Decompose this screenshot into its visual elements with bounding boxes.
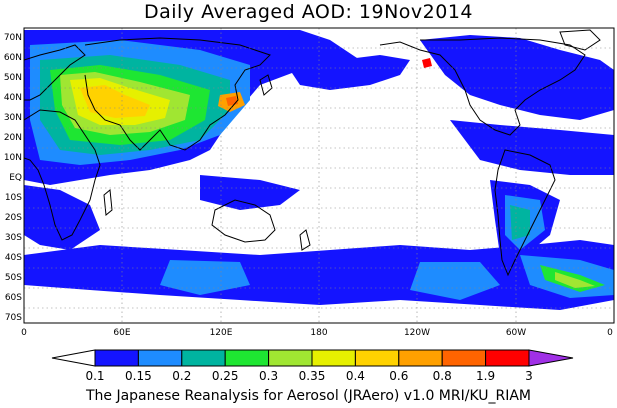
- legend-color-box: [354, 349, 400, 367]
- lat-label: 10S: [5, 193, 22, 203]
- legend-level-label: 0.1: [85, 369, 104, 383]
- legend-color-box: [94, 349, 139, 367]
- aod-band-south-africa: [24, 185, 100, 250]
- lon-label: 120W: [404, 328, 430, 338]
- legend-color-box: [181, 349, 226, 367]
- coast-greenland: [559, 29, 601, 51]
- lon-label: 120E: [210, 328, 233, 338]
- aod-band-north-pacific: [290, 55, 410, 90]
- coastlines: [24, 29, 601, 277]
- lat-label: 60S: [5, 293, 22, 303]
- legend-color-box: [311, 349, 356, 367]
- legend-level-label: 1.9: [476, 369, 495, 383]
- coast-madagascar: [103, 189, 113, 216]
- legend-level-label: 0.25: [212, 369, 239, 383]
- aod-level-04: [80, 85, 150, 118]
- coast-europe: [24, 44, 86, 101]
- legend-level-label: 0.2: [172, 369, 191, 383]
- map-frame: [23, 27, 615, 324]
- lon-label: 180: [310, 328, 327, 338]
- credit-line: The Japanese Reanalysis for Aerosol (JRA…: [85, 388, 532, 404]
- coast-new-zealand: [299, 229, 311, 251]
- aod-level-015-so: [160, 260, 250, 295]
- lat-label: 70N: [4, 33, 22, 43]
- legend-level-label: 0.35: [299, 369, 326, 383]
- aod-band-tropical-atlantic: [450, 120, 614, 175]
- lon-label: 0: [607, 328, 613, 338]
- legend-cap-low: [51, 349, 96, 367]
- legend-color-box: [268, 349, 313, 367]
- coast-north-america: [379, 37, 586, 136]
- lat-label: 40N: [4, 93, 22, 103]
- coast-south-america: [494, 149, 556, 277]
- legend-level-label: 0.15: [125, 369, 152, 383]
- lon-label: 60W: [506, 328, 526, 338]
- legend-labels: 0.1 0.15 0.2 0.25 0.3 0.35 0.4 0.6 0.8 1.9 3: [85, 369, 532, 383]
- lat-label: 50S: [5, 273, 22, 283]
- aod-field: [24, 30, 614, 310]
- legend-level-label: 0.4: [346, 369, 365, 383]
- gridlines: [24, 28, 614, 323]
- aod-band-north-america: [420, 35, 614, 120]
- lat-label: 50N: [4, 73, 22, 83]
- legend-level-label: 3: [525, 369, 533, 383]
- aod-level-19: [422, 58, 432, 68]
- lon-label: 0: [21, 328, 27, 338]
- lat-label: EQ: [9, 173, 22, 183]
- legend-color-box: [224, 349, 270, 367]
- legend-color-box: [137, 349, 183, 367]
- aod-band-tropical-pacific: [200, 175, 300, 210]
- legend-level-label: 0.3: [259, 369, 278, 383]
- lat-label: 10N: [4, 153, 22, 163]
- color-legend: 0.1 0.15 0.2 0.25 0.3 0.35 0.4 0.6 0.8 1.9 3: [51, 349, 574, 383]
- lat-label: 60N: [4, 53, 22, 63]
- coast-asia: [84, 37, 271, 151]
- lat-label: 40S: [5, 253, 22, 263]
- lat-label: 20N: [4, 133, 22, 143]
- aod-level-015-so2: [410, 262, 500, 300]
- lon-labels: 0 60E 120E 180 120W 60W 0: [21, 328, 613, 338]
- legend-level-label: 0.6: [389, 369, 408, 383]
- aod-level-south-yellow: [555, 272, 595, 288]
- lat-label: 30S: [5, 233, 22, 243]
- legend-color-box: [398, 349, 443, 367]
- lat-label: 20S: [5, 213, 22, 223]
- legend-cap-high: [528, 349, 574, 367]
- legend-color-box: [441, 349, 487, 367]
- legend-boxes: [94, 349, 530, 367]
- lat-label: 30N: [4, 113, 22, 123]
- lat-labels: 70N 60N 50N 40N 30N 20N 10N EQ 10S 20S 3…: [4, 33, 22, 323]
- coast-africa: [24, 109, 101, 241]
- lat-label: 70S: [5, 313, 22, 323]
- coast-australia: [211, 199, 276, 243]
- map-title: Daily Averaged AOD: 19Nov2014: [143, 1, 474, 23]
- legend-color-box: [485, 349, 530, 367]
- aod-level-025-sam: [510, 205, 530, 240]
- lon-label: 60E: [113, 328, 130, 338]
- legend-level-label: 0.8: [433, 369, 452, 383]
